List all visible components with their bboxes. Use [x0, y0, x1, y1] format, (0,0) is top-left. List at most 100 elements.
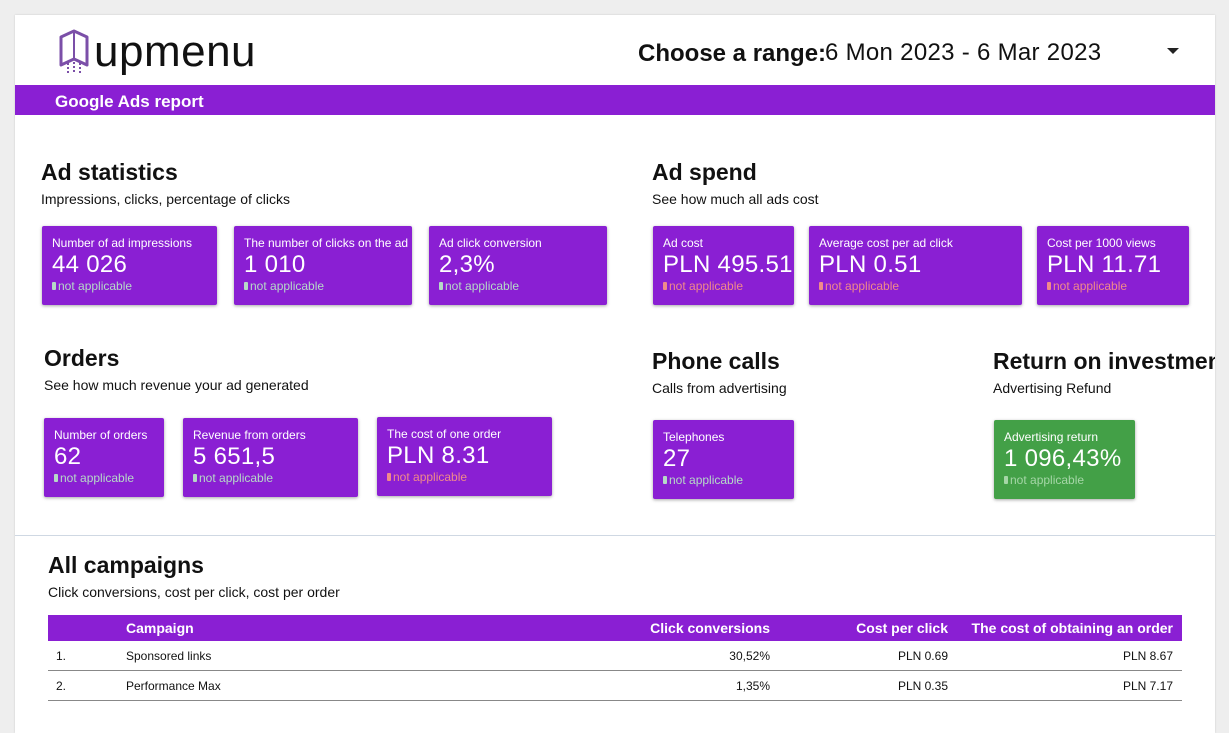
- kpi-delta: not applicable: [244, 279, 324, 293]
- kpi-card-advertising-return[interactable]: Advertising return 1 096,43% not applica…: [994, 420, 1135, 499]
- kpi-value: 27: [663, 445, 691, 472]
- upmenu-logo-icon: [59, 29, 89, 73]
- kpi-card-cost-per-1000-views[interactable]: Cost per 1000 views PLN 11.71 not applic…: [1037, 226, 1189, 305]
- kpi-label: Ad click conversion: [439, 236, 542, 250]
- phone-calls-subtitle: Calls from advertising: [652, 380, 787, 396]
- column-header-cost-per-order[interactable]: The cost of obtaining an order: [971, 620, 1173, 636]
- trend-arrow-icon: [663, 476, 667, 484]
- trend-arrow-icon: [439, 282, 443, 290]
- roi-title: Return on investment: [993, 348, 1215, 374]
- section-divider: [15, 535, 1215, 536]
- kpi-value: 1 096,43%: [1004, 445, 1122, 472]
- trend-arrow-icon: [54, 474, 58, 482]
- column-header-campaign[interactable]: Campaign: [126, 620, 194, 636]
- kpi-value: 62: [54, 443, 82, 470]
- kpi-delta-text: not applicable: [199, 471, 274, 485]
- report-title-bar: [15, 85, 1215, 115]
- column-header-click-conversions[interactable]: Click conversions: [650, 620, 770, 636]
- kpi-delta-text: not applicable: [393, 470, 468, 484]
- cost-per-order-value: PLN 8.67: [1122, 648, 1173, 663]
- campaign-name: Performance Max: [126, 678, 221, 693]
- trend-arrow-icon: [387, 473, 391, 481]
- ad-statistics-subtitle: Impressions, clicks, percentage of click…: [41, 191, 290, 207]
- phone-calls-title: Phone calls: [652, 348, 780, 374]
- kpi-value: PLN 11.71: [1047, 251, 1162, 278]
- kpi-card-cost-of-one-order[interactable]: The cost of one order PLN 8.31 not appli…: [377, 417, 552, 496]
- kpi-value: 1 010: [244, 251, 306, 278]
- kpi-delta: not applicable: [54, 471, 134, 485]
- kpi-value: 5 651,5: [193, 443, 276, 470]
- click-conversions-value: 1,35%: [735, 678, 770, 693]
- orders-subtitle: See how much revenue your ad generated: [44, 377, 309, 393]
- table-header: Campaign Click conversions Cost per clic…: [48, 615, 1182, 641]
- kpi-label: Telephones: [663, 430, 725, 444]
- campaign-name: Sponsored links: [126, 648, 212, 663]
- kpi-delta-text: not applicable: [58, 279, 133, 293]
- trend-arrow-icon: [1047, 282, 1051, 290]
- ad-spend-title: Ad spend: [652, 159, 757, 185]
- kpi-delta: not applicable: [663, 279, 743, 293]
- kpi-delta-text: not applicable: [445, 279, 520, 293]
- cost-per-order-value: PLN 7.17: [1122, 678, 1173, 693]
- kpi-label: Advertising return: [1004, 430, 1099, 444]
- kpi-card-number-of-orders[interactable]: Number of orders 62 not applicable: [44, 418, 164, 497]
- row-index: 1.: [56, 648, 67, 663]
- upmenu-logo: upmenu: [58, 27, 256, 77]
- kpi-value: PLN 495.51: [663, 251, 793, 278]
- logo-text: upmenu: [94, 27, 257, 76]
- campaigns-title: All campaigns: [48, 552, 204, 578]
- kpi-delta-text: not applicable: [1010, 473, 1085, 487]
- kpi-delta-text: not applicable: [60, 471, 135, 485]
- kpi-label: The cost of one order: [387, 427, 502, 441]
- trend-arrow-icon: [193, 474, 197, 482]
- range-label: Choose a range:: [638, 40, 827, 67]
- kpi-delta-text: not applicable: [669, 473, 744, 487]
- row-index: 2.: [56, 678, 67, 693]
- kpi-value: 44 026: [52, 251, 128, 278]
- kpi-delta: not applicable: [439, 279, 519, 293]
- trend-arrow-icon: [52, 282, 56, 290]
- kpi-label: Revenue from orders: [193, 428, 306, 442]
- kpi-card-ad-cost[interactable]: Ad cost PLN 495.51 not applicable: [653, 226, 794, 305]
- chevron-down-icon[interactable]: [1167, 48, 1179, 54]
- kpi-card-telephones[interactable]: Telephones 27 not applicable: [653, 420, 794, 499]
- trend-arrow-icon: [244, 282, 248, 290]
- kpi-card-ad-clicks[interactable]: The number of clicks on the ad 1 010 not…: [234, 226, 412, 305]
- ad-spend-subtitle: See how much all ads cost: [652, 191, 819, 207]
- trend-arrow-icon: [819, 282, 823, 290]
- table-row[interactable]: 1. Sponsored links 30,52% PLN 0.69 PLN 8…: [48, 641, 1182, 671]
- kpi-label: The number of clicks on the ad: [244, 236, 409, 250]
- ad-statistics-title: Ad statistics: [41, 159, 178, 185]
- roi-subtitle: Advertising Refund: [993, 380, 1112, 396]
- trend-arrow-icon: [1004, 476, 1008, 484]
- cost-per-click-value: PLN 0.69: [897, 648, 948, 663]
- kpi-card-revenue-from-orders[interactable]: Revenue from orders 5 651,5 not applicab…: [183, 418, 358, 497]
- column-header-cost-per-click[interactable]: Cost per click: [856, 620, 948, 636]
- orders-title: Orders: [44, 345, 120, 371]
- kpi-card-click-conversion[interactable]: Ad click conversion 2,3% not applicable: [429, 226, 607, 305]
- kpi-delta: not applicable: [387, 470, 467, 484]
- table-row[interactable]: 2. Performance Max 1,35% PLN 0.35 PLN 7.…: [48, 671, 1182, 701]
- kpi-value: PLN 0.51: [819, 251, 922, 278]
- kpi-label: Cost per 1000 views: [1047, 236, 1156, 250]
- trend-arrow-icon: [663, 282, 667, 290]
- date-range-selector[interactable]: 6 Mon 2023 - 6 Mar 2023: [825, 39, 1102, 66]
- kpi-delta-text: not applicable: [1053, 279, 1128, 293]
- kpi-delta-text: not applicable: [250, 279, 325, 293]
- campaigns-subtitle: Click conversions, cost per click, cost …: [48, 584, 340, 600]
- kpi-value: PLN 8.31: [387, 442, 490, 469]
- kpi-card-ad-impressions[interactable]: Number of ad impressions 44 026 not appl…: [42, 226, 217, 305]
- cost-per-click-value: PLN 0.35: [897, 678, 948, 693]
- click-conversions-value: 30,52%: [729, 648, 770, 663]
- kpi-label: Ad cost: [663, 236, 704, 250]
- kpi-label: Number of ad impressions: [52, 236, 193, 250]
- kpi-delta-text: not applicable: [669, 279, 744, 293]
- kpi-delta: not applicable: [1047, 279, 1127, 293]
- kpi-label: Average cost per ad click: [819, 236, 953, 250]
- kpi-delta: not applicable: [1004, 473, 1084, 487]
- report-title: Google Ads report: [55, 92, 204, 111]
- kpi-delta: not applicable: [663, 473, 743, 487]
- kpi-delta-text: not applicable: [825, 279, 900, 293]
- kpi-card-avg-cost-per-click[interactable]: Average cost per ad click PLN 0.51 not a…: [809, 226, 1022, 305]
- report-page: upmenu Choose a range: 6 Mon 2023 - 6 Ma…: [15, 15, 1215, 733]
